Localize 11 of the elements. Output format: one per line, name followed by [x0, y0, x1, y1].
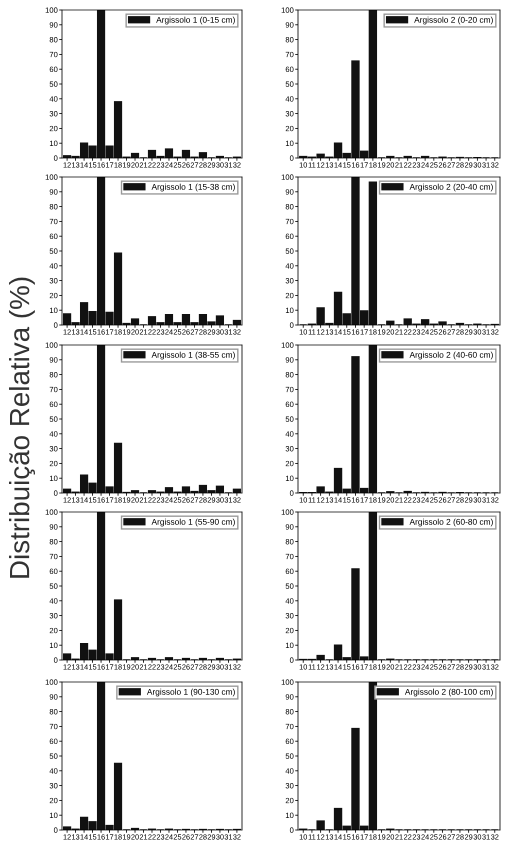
legend-label: Argissolo 2 (0-20 cm) — [414, 16, 493, 24]
legend-label: Argissolo 1 (90-130 cm) — [146, 688, 235, 696]
legend-label: Argissolo 2 (60-80 cm) — [410, 518, 493, 526]
legend-label: Argissolo 1 (38-55 cm) — [152, 352, 235, 360]
legend-label: Argissolo 1 (15-38 cm) — [152, 184, 235, 192]
legend-label: Argissolo 1 (0-15 cm) — [156, 16, 235, 24]
y-axis-title: Distribuição Relativa (%) — [8, 278, 36, 578]
legend-label: Argissolo 2 (80-100 cm) — [404, 688, 493, 696]
legend-label: Argissolo 1 (55-90 cm) — [152, 518, 235, 526]
legend-label: Argissolo 2 (40-60 cm) — [410, 352, 493, 360]
legend-label: Argissolo 2 (20-40 cm) — [410, 184, 493, 192]
